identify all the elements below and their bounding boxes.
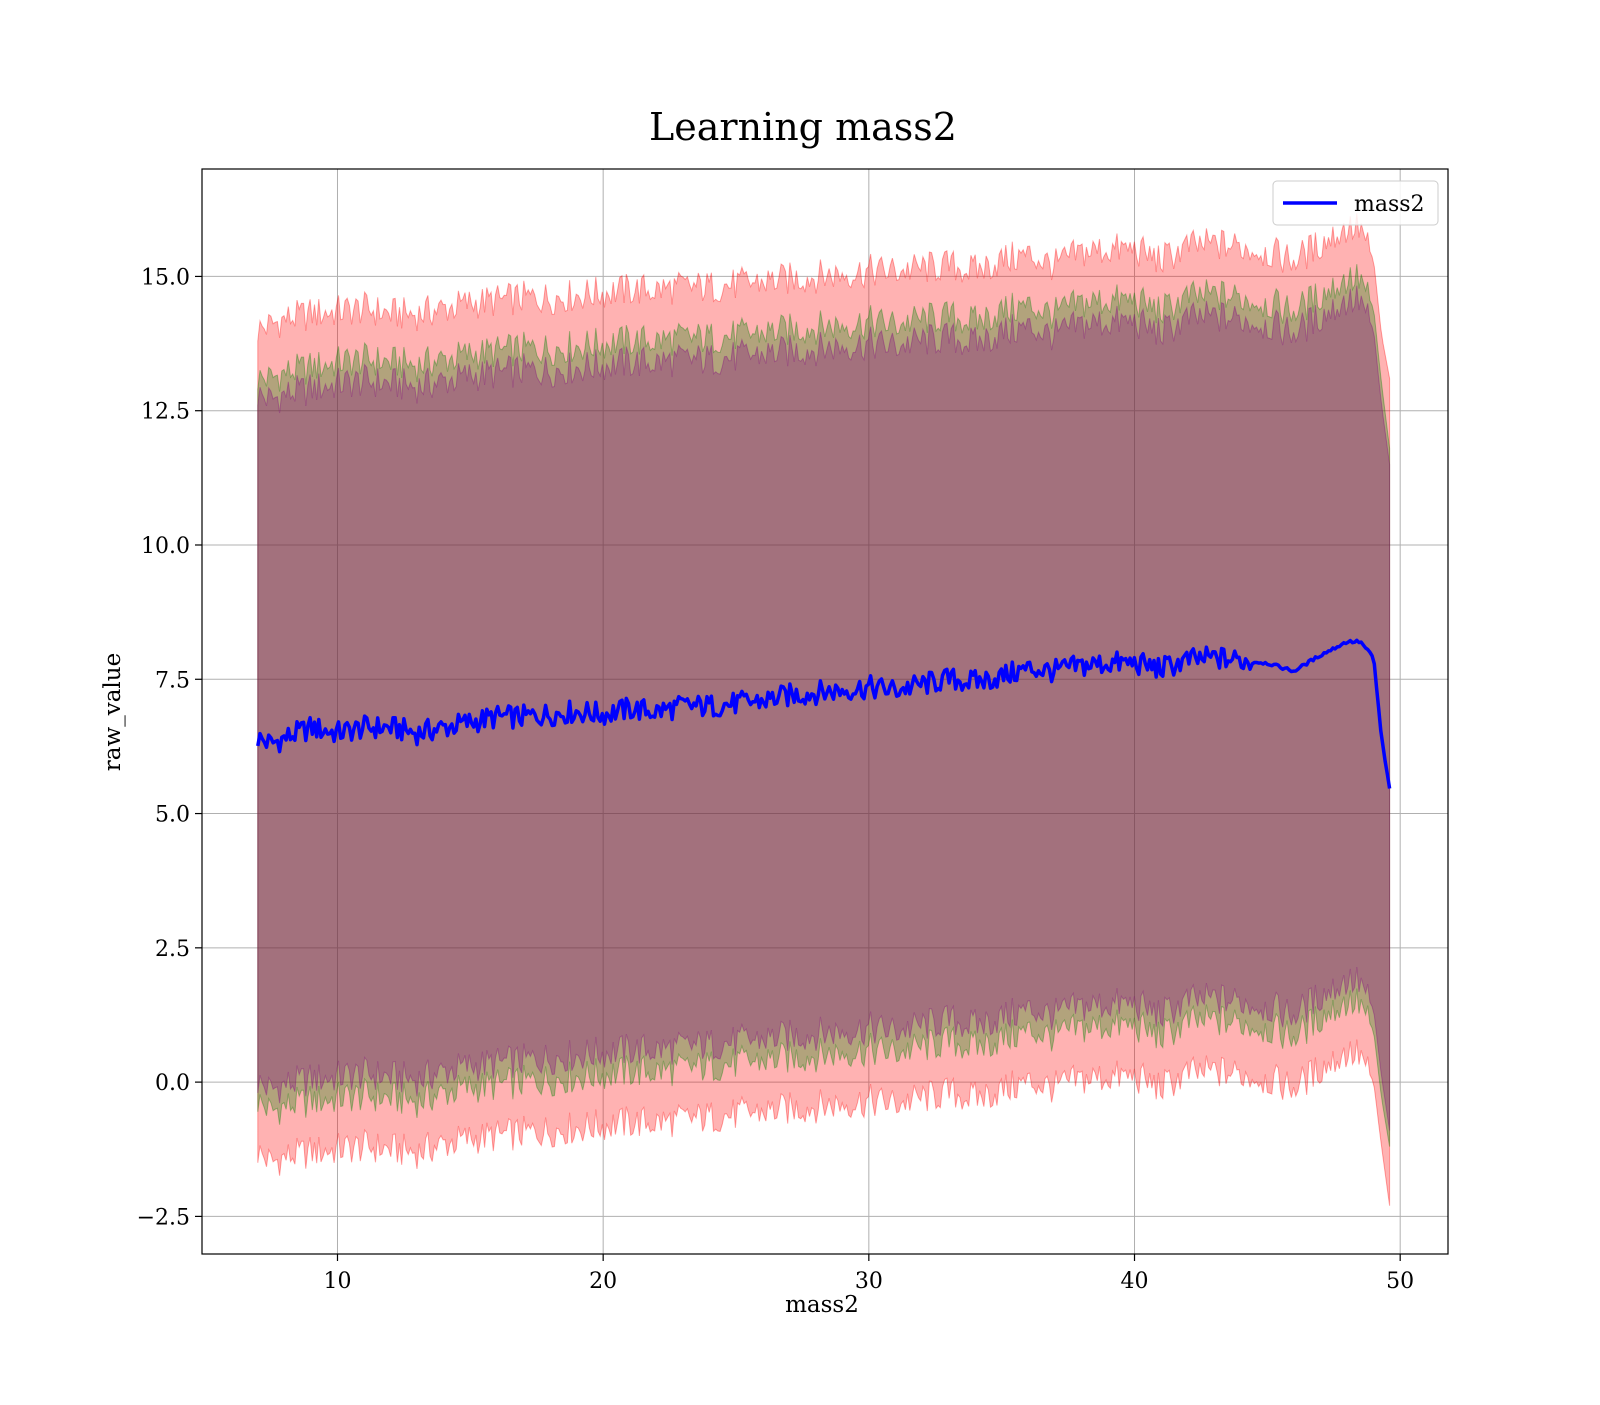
x-tick-label-4: 50 — [1386, 1269, 1414, 1294]
series-line-mass2 — [256, 638, 1392, 789]
y-tick-label-1: 0.0 — [155, 1071, 190, 1096]
x-tick-label-0: 10 — [323, 1269, 351, 1294]
y-tick-label-5: 10.0 — [141, 534, 190, 559]
legend-label-mass2: mass2 — [1354, 192, 1425, 217]
y-tick-label-3: 5.0 — [155, 803, 190, 828]
confidence-band-2 — [257, 285, 1391, 1131]
plot-area: 10 20 30 40 50 −2.5 0.0 2.5 5.0 7.5 10.0 12.5 15.0 ma… — [137, 168, 1449, 1294]
legend: mass2 — [1272, 180, 1439, 226]
y-tick-label-6: 12.5 — [141, 400, 190, 425]
plot-frame — [201, 168, 1449, 1255]
y-axis-label: raw_value — [100, 653, 126, 771]
y-tick-label-4: 7.5 — [155, 668, 190, 693]
confidence-band-1 — [257, 264, 1391, 1147]
chart-title: Learning mass2 — [649, 105, 957, 149]
legend-box — [1272, 180, 1439, 226]
y-tick-label-0: −2.5 — [137, 1205, 190, 1230]
confidence-band-0 — [257, 213, 1391, 1206]
x-tick-label-3: 40 — [1121, 1269, 1149, 1294]
y-tick-label-2: 2.5 — [155, 937, 190, 962]
x-axis-label: mass2 — [785, 1292, 859, 1318]
x-tick-label-2: 30 — [855, 1269, 883, 1294]
x-tick-label-1: 20 — [589, 1269, 617, 1294]
y-tick-label-7: 15.0 — [141, 265, 190, 290]
